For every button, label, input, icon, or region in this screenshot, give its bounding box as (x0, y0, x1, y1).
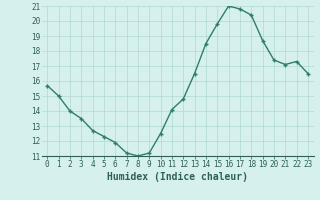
X-axis label: Humidex (Indice chaleur): Humidex (Indice chaleur) (107, 172, 248, 182)
